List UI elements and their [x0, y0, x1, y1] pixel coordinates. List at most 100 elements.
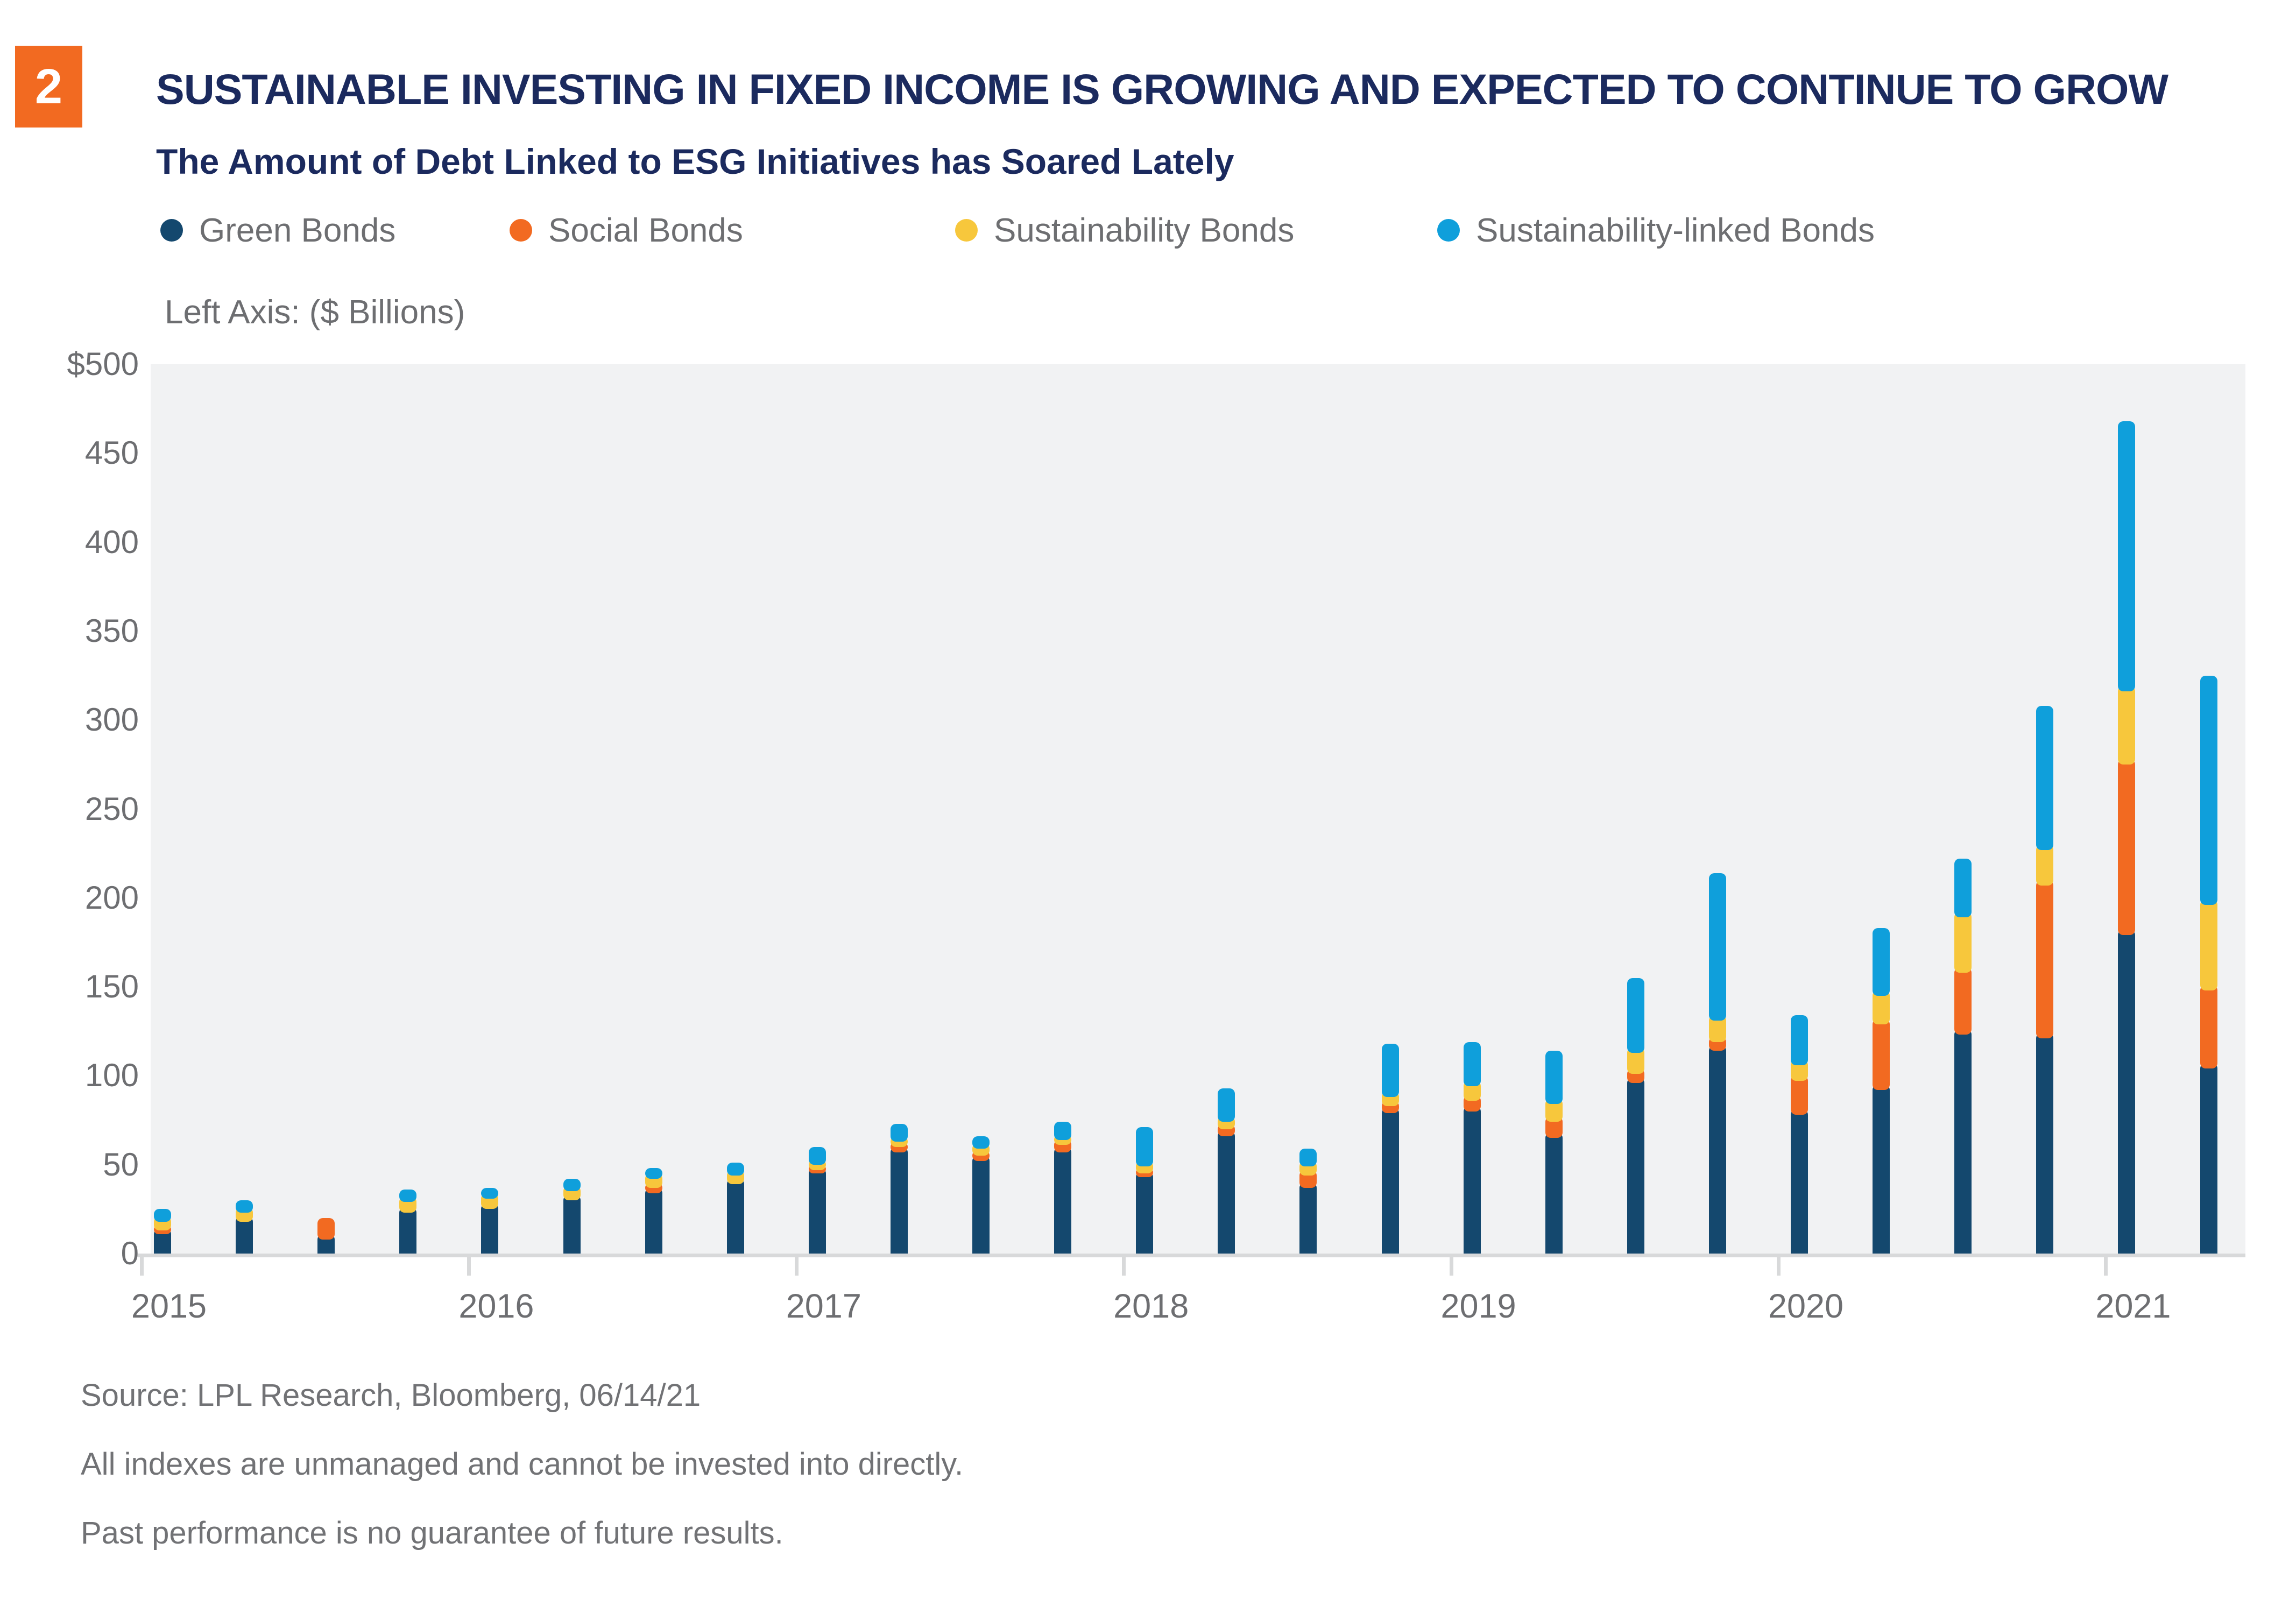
bar-segment-sustainability-linked-bonds: [1954, 859, 1972, 918]
bar-segment-sustainability-linked-bonds: [890, 1123, 908, 1142]
bar-segment-green-bonds: [1627, 1077, 1644, 1254]
bar-segment-sustainability-linked-bonds: [1463, 1042, 1481, 1087]
bar-segment-sustainability-linked-bonds: [2118, 421, 2136, 692]
bar-segment-sustainability-bonds: [2036, 844, 2054, 886]
bar-segment-sustainability-bonds: [2200, 900, 2217, 990]
bar-segment-sustainability-linked-bonds: [1381, 1043, 1399, 1098]
bar-segment-sustainability-linked-bonds: [399, 1190, 417, 1202]
legend-label: Green Bonds: [199, 211, 396, 249]
x-year-label: 2019: [1440, 1287, 1516, 1325]
bar-segment-green-bonds: [1218, 1130, 1235, 1254]
bar-segment-green-bonds: [1791, 1109, 1808, 1254]
bar-segment-sustainability-linked-bonds: [1873, 928, 1890, 996]
legend-dot-icon: [160, 219, 183, 242]
bar-segment-sustainability-linked-bonds: [1054, 1122, 1072, 1140]
bar-segment-sustainability-linked-bonds: [1545, 1051, 1563, 1105]
bar-segment-sustainability-linked-bonds: [154, 1209, 171, 1222]
bar-segment-social-bonds: [2036, 880, 2054, 1039]
chart-subtitle: The Amount of Debt Linked to ESG Initiat…: [156, 141, 1234, 181]
bar-segment-sustainability-linked-bonds: [645, 1168, 662, 1179]
x-axis-tick: [1777, 1257, 1781, 1276]
legend-label: Sustainability-linked Bonds: [1476, 211, 1875, 249]
x-year-label: 2016: [458, 1287, 534, 1325]
bar-segment-green-bonds: [236, 1216, 253, 1254]
y-tick-label: 250: [84, 790, 139, 827]
bar-segment-sustainability-linked-bonds: [2200, 675, 2217, 905]
y-tick-label: 150: [84, 968, 139, 1005]
bar-segment-sustainability-linked-bonds: [1791, 1015, 1808, 1065]
bar-segment-green-bonds: [726, 1179, 744, 1254]
bar-segment-social-bonds: [1873, 1018, 1890, 1090]
bar-segment-social-bonds: [1791, 1075, 1808, 1115]
x-year-label: 2017: [786, 1287, 861, 1325]
x-axis-tick: [1449, 1257, 1453, 1276]
bar-segment-sustainability-bonds: [2118, 686, 2136, 765]
bar-segment-sustainability-linked-bonds: [726, 1163, 744, 1176]
legend-item-social-bonds: Social Bonds: [510, 211, 743, 249]
bar-segment-social-bonds: [317, 1217, 335, 1240]
bar-segment-sustainability-linked-bonds: [236, 1200, 253, 1213]
legend-label: Sustainability Bonds: [994, 211, 1295, 249]
x-axis-tick: [140, 1257, 144, 1276]
bar-segment-sustainability-linked-bonds: [563, 1179, 581, 1192]
legend-dot-icon: [1437, 219, 1460, 242]
bar-segment-green-bonds: [2200, 1063, 2217, 1254]
bar-segment-sustainability-linked-bonds: [972, 1136, 990, 1149]
disclaimer-text-2: Past performance is no guarantee of futu…: [81, 1516, 783, 1551]
bar-segment-sustainability-linked-bonds: [1299, 1148, 1317, 1167]
bar-segment-green-bonds: [1873, 1084, 1890, 1254]
bar-segment-green-bonds: [1381, 1107, 1399, 1254]
bar-segment-green-bonds: [645, 1187, 662, 1254]
bar-segment-social-bonds: [2200, 985, 2217, 1069]
x-axis-tick: [2104, 1257, 2108, 1276]
y-tick-label: 350: [84, 612, 139, 649]
bar-segment-sustainability-linked-bonds: [1627, 978, 1644, 1053]
bar-segment-green-bonds: [1708, 1045, 1726, 1254]
bar-segment-green-bonds: [399, 1207, 417, 1254]
bar-segment-green-bonds: [1954, 1029, 1972, 1254]
y-tick-label: 450: [84, 435, 139, 471]
legend-dot-icon: [510, 219, 532, 242]
bar-segment-sustainability-linked-bonds: [1136, 1127, 1154, 1167]
bar-segment-sustainability-linked-bonds: [1708, 873, 1726, 1021]
chart-title: SUSTAINABLE INVESTING IN FIXED INCOME IS…: [156, 65, 2168, 113]
y-tick-label: 50: [103, 1146, 139, 1183]
bar-segment-green-bonds: [1299, 1182, 1317, 1254]
x-year-label: 2020: [1768, 1287, 1844, 1325]
bar-segment-sustainability-linked-bonds: [481, 1187, 499, 1199]
legend-item-sustainability-linked-bonds: Sustainability-linked Bonds: [1437, 211, 1875, 249]
y-tick-label: 200: [84, 879, 139, 916]
bar-segment-social-bonds: [1954, 967, 1972, 1035]
x-year-label: 2015: [131, 1287, 207, 1325]
plot-area: [151, 364, 2245, 1254]
x-axis-tick: [794, 1257, 799, 1276]
legend-item-green-bonds: Green Bonds: [160, 211, 396, 249]
bar-segment-green-bonds: [972, 1156, 990, 1254]
x-axis-line: [137, 1254, 2245, 1257]
bar-segment-green-bonds: [2118, 930, 2136, 1254]
disclaimer-text-1: All indexes are unmanaged and cannot be …: [81, 1447, 964, 1482]
bar-segment-green-bonds: [1463, 1106, 1481, 1254]
legend-item-sustainability-bonds: Sustainability Bonds: [955, 211, 1295, 249]
bar-segment-green-bonds: [1545, 1132, 1563, 1254]
y-tick-label: 100: [84, 1057, 139, 1094]
y-tick-label: 300: [84, 702, 139, 738]
y-tick-label: 0: [121, 1235, 139, 1271]
bar-segment-sustainability-bonds: [1873, 990, 1890, 1024]
x-year-label: 2018: [1113, 1287, 1189, 1325]
y-tick-label: 400: [84, 523, 139, 560]
x-axis-tick: [1122, 1257, 1126, 1276]
source-text: Source: LPL Research, Bloomberg, 06/14/2…: [81, 1378, 701, 1413]
bar-segment-green-bonds: [808, 1168, 826, 1254]
bar-segment-green-bonds: [563, 1194, 581, 1254]
bar-segment-sustainability-linked-bonds: [1218, 1088, 1235, 1122]
bar-segment-social-bonds: [2118, 759, 2136, 936]
x-axis-tick: [467, 1257, 471, 1276]
figure-number-badge: 2: [15, 46, 82, 128]
bar-segment-sustainability-linked-bonds: [808, 1146, 826, 1165]
bar-segment-green-bonds: [1054, 1146, 1072, 1254]
legend-dot-icon: [955, 219, 978, 242]
bar-segment-green-bonds: [890, 1146, 908, 1254]
legend-label: Social Bonds: [548, 211, 743, 249]
bar-segment-green-bonds: [1136, 1171, 1154, 1254]
